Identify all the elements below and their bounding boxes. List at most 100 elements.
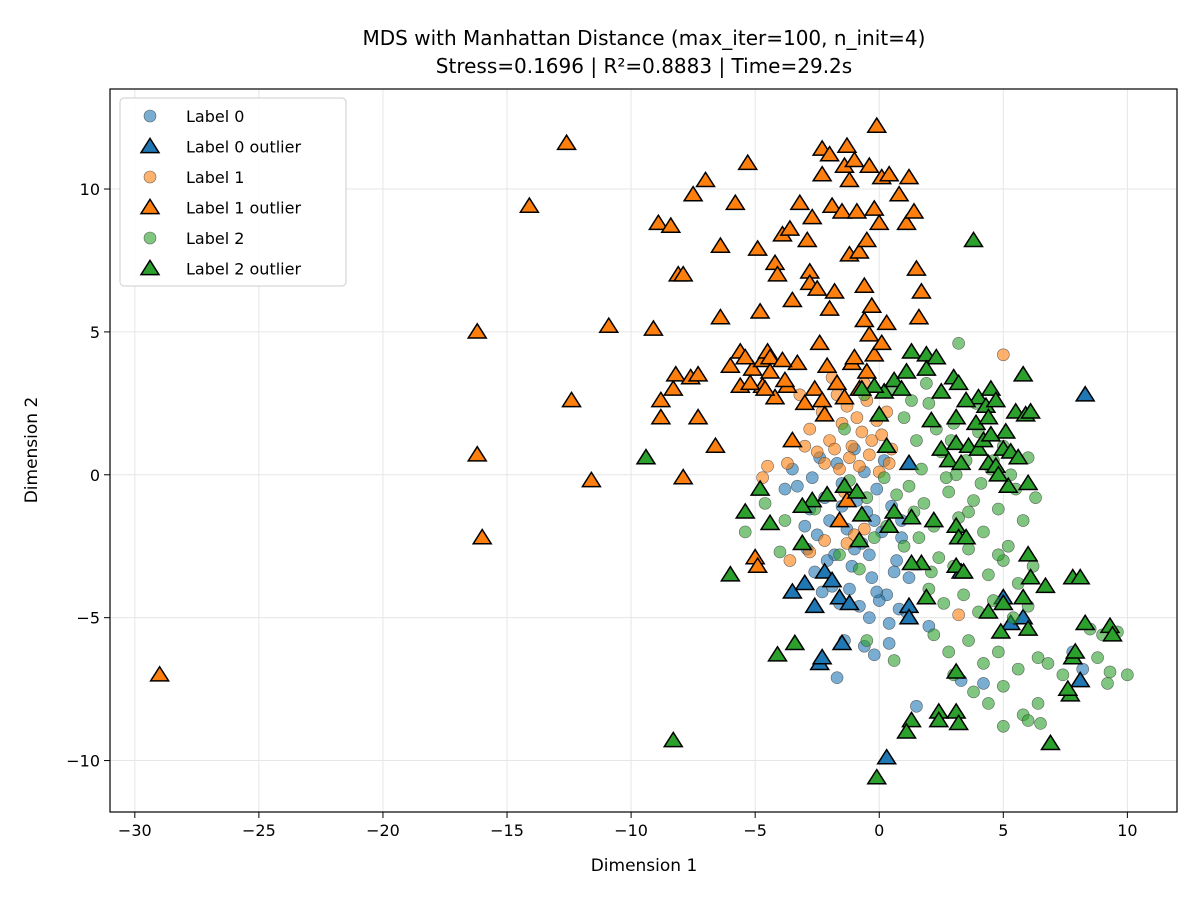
outlier-point xyxy=(1017,545,1039,562)
outlier-point xyxy=(898,608,920,625)
scatter-point xyxy=(803,422,817,436)
outlier-point xyxy=(650,408,672,425)
scatter-point xyxy=(870,482,884,496)
scatter-point xyxy=(1006,611,1020,624)
scatter-point xyxy=(962,634,975,647)
scatter-point xyxy=(877,471,891,484)
scatter-point xyxy=(867,531,881,544)
outlier-point xyxy=(839,593,860,611)
outlier-point xyxy=(764,388,786,405)
outlier-point xyxy=(963,230,984,248)
outlier-point xyxy=(518,196,540,213)
outlier-point xyxy=(980,425,1002,442)
outlier-point xyxy=(945,433,967,451)
scatter-point xyxy=(1016,514,1030,527)
outlier-point xyxy=(925,348,947,365)
outlier-point xyxy=(784,633,806,651)
scatter-point xyxy=(853,459,866,473)
outlier-point xyxy=(1017,619,1039,636)
x-tick-label: −20 xyxy=(366,821,400,840)
outlier-point xyxy=(1020,402,1041,419)
outlier-point xyxy=(930,439,952,456)
scatter-point xyxy=(756,471,769,484)
outlier-point xyxy=(1040,733,1061,751)
outlier-point xyxy=(801,208,823,225)
scatter-point xyxy=(875,428,889,442)
legend-item: Label 1 xyxy=(143,168,244,187)
scatter-point xyxy=(758,497,772,510)
scatter-point xyxy=(962,505,975,519)
legend: Label 0 Label 0 outlier Label 1 Label 1 out… xyxy=(119,97,347,287)
scatter-point xyxy=(902,479,916,493)
outlier-point xyxy=(650,390,672,408)
outlier-point xyxy=(868,405,890,422)
legend-marker xyxy=(143,109,157,123)
x-tick-label: −10 xyxy=(614,821,648,840)
outlier-point xyxy=(858,156,880,173)
outlier-point xyxy=(648,213,669,231)
scatter-point xyxy=(761,459,774,473)
y-axis-ticks: −10 −5 0 5 10 xyxy=(66,180,110,771)
outlier-point xyxy=(923,511,945,528)
outlier-point xyxy=(767,265,788,282)
outlier-point xyxy=(665,365,687,382)
outlier-point xyxy=(916,588,937,605)
scatter-point xyxy=(828,442,841,456)
outlier-point xyxy=(1069,568,1091,585)
scatter-point xyxy=(927,628,941,642)
outlier-point xyxy=(844,348,865,365)
legend-item: Label 0 xyxy=(143,107,244,126)
outlier-point xyxy=(898,168,920,185)
outlier-point xyxy=(955,390,977,408)
scatter-point xyxy=(1029,491,1042,504)
scatter-point xyxy=(977,677,990,690)
outlier-point xyxy=(1069,671,1091,688)
series-label-2-outlier xyxy=(635,230,1123,785)
scatter-point xyxy=(865,434,879,447)
scatter-point xyxy=(920,377,933,390)
outlier-point xyxy=(1035,576,1056,594)
outlier-point xyxy=(901,508,922,525)
outlier-point xyxy=(719,356,741,374)
outlier-point xyxy=(779,219,801,236)
outlier-point xyxy=(791,496,813,514)
x-tick-label: −30 xyxy=(118,821,152,840)
outlier-point xyxy=(747,556,769,574)
outlier-point xyxy=(834,388,855,405)
y-tick-label: 0 xyxy=(90,466,100,485)
scatter-point xyxy=(992,502,1005,516)
outlier-point xyxy=(782,430,803,448)
outlier-point xyxy=(466,445,488,462)
scatter-point xyxy=(890,488,903,502)
outlier-point xyxy=(804,379,826,396)
outlier-point xyxy=(948,373,970,391)
scatter-point xyxy=(1021,714,1035,727)
scatter-point xyxy=(997,679,1010,693)
scatter-point xyxy=(1001,539,1015,553)
outlier-point xyxy=(861,296,883,314)
outlier-point xyxy=(1020,568,1041,585)
outlier-point xyxy=(806,279,828,296)
outlier-point xyxy=(819,299,840,316)
scatter-point xyxy=(882,617,896,630)
outlier-point xyxy=(985,390,1007,408)
scatter-point xyxy=(863,611,876,624)
outlier-point xyxy=(754,379,776,396)
outlier-point xyxy=(749,479,771,496)
outlier-point xyxy=(782,582,803,599)
legend-label: Label 0 outlier xyxy=(186,138,301,157)
scatter-point xyxy=(820,554,834,567)
outlier-point xyxy=(814,405,836,422)
outlier-point xyxy=(836,136,858,153)
outlier-point xyxy=(791,533,813,551)
scatter-point xyxy=(791,479,804,493)
outlier-point xyxy=(1064,642,1086,659)
outlier-point xyxy=(992,593,1014,611)
outlier-point xyxy=(1012,588,1034,605)
chart-title: MDS with Manhattan Distance (max_iter=10… xyxy=(363,26,926,50)
outlier-point xyxy=(811,165,833,182)
scatter-point xyxy=(1031,651,1045,664)
x-tick-label: −25 xyxy=(242,821,276,840)
outlier-point xyxy=(829,511,850,528)
